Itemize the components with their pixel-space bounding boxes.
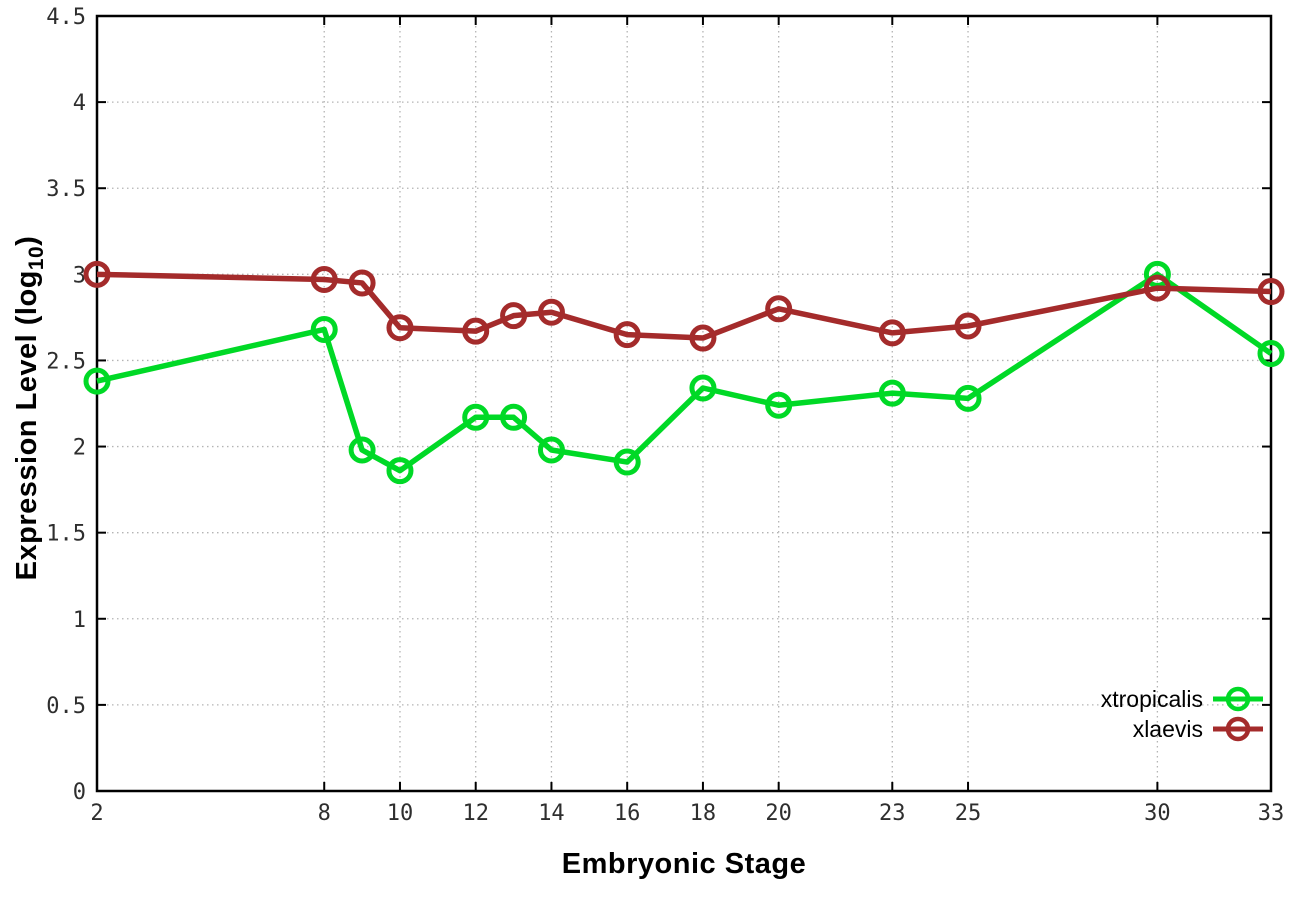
data-point-xlaevis <box>462 317 490 345</box>
x-tick-label: 18 <box>690 801 717 826</box>
y-tick-label: 1.5 <box>46 522 86 547</box>
data-point-xtropicalis <box>613 448 641 476</box>
x-tick-label: 23 <box>879 801 906 826</box>
x-tick-label: 2 <box>90 801 103 826</box>
legend-marker-xtropicalis <box>1213 686 1263 712</box>
data-point-xtropicalis <box>537 436 565 464</box>
x-tick-label: 33 <box>1258 801 1285 826</box>
data-point-xlaevis <box>386 314 414 342</box>
data-point-xlaevis <box>1257 278 1285 306</box>
y-tick-label: 2.5 <box>46 349 86 374</box>
y-axis-title-text: Expression Level (log <box>11 270 44 581</box>
legend-marker-xlaevis <box>1213 716 1263 742</box>
data-point-xtropicalis <box>462 403 490 431</box>
y-axis-title-subscript: 10 <box>24 245 48 271</box>
data-point-xlaevis <box>613 321 641 349</box>
data-point-xtropicalis <box>386 457 414 485</box>
x-tick-labels: 2 8 10 12 14 16 18 20 23 25 30 33 <box>90 801 1284 826</box>
data-point-xtropicalis <box>765 391 793 419</box>
series-xtropicalis <box>83 260 1285 485</box>
series-xlaevis <box>83 260 1285 352</box>
legend-point-sample <box>1225 686 1251 712</box>
x-tick-label: 8 <box>318 801 331 826</box>
data-point-xlaevis <box>689 324 717 352</box>
y-axis-title: Expression Level (log10) <box>11 236 49 581</box>
data-point-xtropicalis <box>348 436 376 464</box>
y-tick-label: 4 <box>73 91 86 116</box>
data-point-xtropicalis <box>689 374 717 402</box>
chart-legend: xtropicalis xlaevis <box>1101 684 1264 744</box>
y-tick-label: 4.5 <box>46 5 86 30</box>
data-point-xlaevis <box>500 302 528 330</box>
x-tick-label: 16 <box>614 801 641 826</box>
y-tick-label: 3.5 <box>46 177 86 202</box>
plot-border <box>95 14 1273 793</box>
x-tick-label: 20 <box>765 801 792 826</box>
data-point-xlaevis <box>878 319 906 347</box>
data-point-xlaevis <box>1143 274 1171 302</box>
data-point-xtropicalis <box>500 403 528 431</box>
data-point-xtropicalis <box>878 379 906 407</box>
y-tick-label: 2 <box>73 436 86 461</box>
series-line-xlaevis <box>96 271 1272 341</box>
data-point-xlaevis <box>537 298 565 326</box>
y-tick-label: 3 <box>73 263 86 288</box>
x-tick-label: 14 <box>538 801 565 826</box>
data-point-xlaevis <box>310 266 338 293</box>
x-tick-label: 12 <box>462 801 489 826</box>
y-tick-label: 1 <box>73 608 86 633</box>
data-point-xlaevis <box>348 269 376 297</box>
data-point-xtropicalis <box>310 315 338 343</box>
data-point-xtropicalis <box>954 384 982 412</box>
data-point-xlaevis <box>83 260 111 288</box>
data-point-xtropicalis <box>83 367 111 395</box>
legend-item-xtropicalis: xtropicalis <box>1101 684 1264 714</box>
legend-point-sample <box>1225 716 1251 742</box>
data-point-xlaevis <box>765 295 793 323</box>
x-tick-label: 10 <box>387 801 414 826</box>
data-point-xtropicalis <box>1257 340 1285 368</box>
legend-item-xlaevis: xlaevis <box>1133 714 1264 744</box>
legend-label-xtropicalis: xtropicalis <box>1100 685 1203 712</box>
data-point-xlaevis <box>954 312 982 340</box>
x-tick-label: 25 <box>955 801 982 826</box>
y-tick-labels: 0 0.5 1 1.5 2 2.5 3 3.5 4 4.5 <box>46 5 86 805</box>
x-tick-label: 30 <box>1144 801 1171 826</box>
data-point-xtropicalis <box>1143 260 1171 288</box>
series-line-xtropicalis <box>96 271 1273 474</box>
legend-label-xlaevis: xlaevis <box>1132 715 1203 742</box>
y-axis-title-close: ) <box>11 235 44 246</box>
x-axis-title: Embryonic Stage <box>561 848 807 880</box>
y-tick-label: 0 <box>73 780 86 805</box>
y-tick-label: 0.5 <box>46 694 86 719</box>
